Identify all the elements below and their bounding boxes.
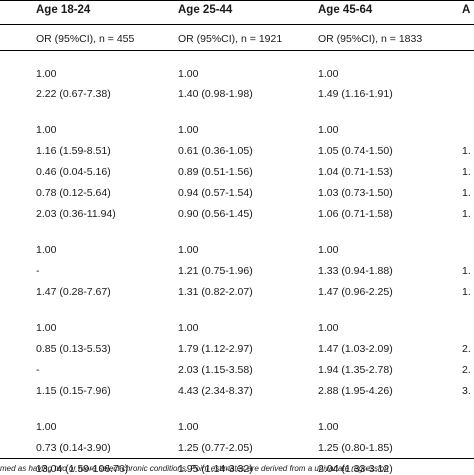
table-cell: 1.00 bbox=[36, 322, 57, 334]
table-cell: 1. bbox=[462, 265, 471, 277]
table-cell: 0.94 (0.57-1.54) bbox=[178, 187, 253, 199]
table-cell: 2.03 (1.15-3.58) bbox=[178, 364, 253, 376]
column-subheader-18-24: OR (95%CI), n = 455 bbox=[36, 33, 135, 45]
subheader-rule bbox=[0, 50, 474, 51]
table-cell: 2.04 (1.33-3.12) bbox=[318, 463, 393, 475]
table-cell: 1.06 (0.71-1.58) bbox=[318, 208, 393, 220]
table-cell: 1.79 (1.12-2.97) bbox=[178, 343, 253, 355]
table-cell: 13.04 (1.59-106.76) bbox=[36, 463, 129, 475]
table-cell: 1.21 (0.75-1.96) bbox=[178, 265, 253, 277]
table-cell: - bbox=[36, 265, 40, 277]
table-cell: 2. bbox=[462, 343, 471, 355]
table-cell: 1. bbox=[462, 286, 471, 298]
table-cell: 2.22 (0.67-7.38) bbox=[36, 88, 111, 100]
table-cell: 0.73 (0.14-3.90) bbox=[36, 442, 111, 454]
table-cell: 0.90 (0.56-1.45) bbox=[178, 208, 253, 220]
table-cell: 1.49 (1.16-1.91) bbox=[318, 88, 393, 100]
table-cell: 2.88 (1.95-4.26) bbox=[318, 385, 393, 397]
table-cell: 4.43 (2.34-8.37) bbox=[178, 385, 253, 397]
table-cell: 1.15 (0.15-7.96) bbox=[36, 385, 111, 397]
table-cell: 1.05 (0.74-1.50) bbox=[318, 145, 393, 157]
table-cell: 1.00 bbox=[178, 421, 199, 433]
table-cell: 1.00 bbox=[178, 68, 199, 80]
table-cell: 1. bbox=[462, 145, 471, 157]
table-cell: 1.00 bbox=[36, 68, 57, 80]
column-header-age-18-24: Age 18-24 bbox=[36, 4, 91, 16]
table-cell: 1.00 bbox=[318, 244, 339, 256]
table-cell: 1.94 (1.35-2.78) bbox=[318, 364, 393, 376]
table-cell: 1.31 (0.82-2.07) bbox=[178, 286, 253, 298]
header-rule bbox=[0, 24, 474, 25]
column-header-age-45-64: Age 45-64 bbox=[318, 4, 373, 16]
table-cell: 1.00 bbox=[318, 68, 339, 80]
table-cell: 0.85 (0.13-5.53) bbox=[36, 343, 111, 355]
table-footnote: med as having two or more select chronic… bbox=[0, 464, 389, 473]
table-cell: 0.89 (0.51-1.56) bbox=[178, 166, 253, 178]
table-cell: - bbox=[36, 364, 40, 376]
table-cell: 1.33 (0.94-1.88) bbox=[318, 265, 393, 277]
table-cell: 1.47 (0.28-7.67) bbox=[36, 286, 111, 298]
table-cell: 1.25 (0.77-2.05) bbox=[178, 442, 253, 454]
table-cell: 1.03 (0.73-1.50) bbox=[318, 187, 393, 199]
column-header-age-25-44: Age 25-44 bbox=[178, 4, 233, 16]
table-cell: 1.00 bbox=[178, 322, 199, 334]
table-cell: 1.04 (0.71-1.53) bbox=[318, 166, 393, 178]
table-cell: 1.16 (1.59-8.51) bbox=[36, 145, 111, 157]
table-cell: 1.47 (0.96-2.25) bbox=[318, 286, 393, 298]
table-cell: 2. bbox=[462, 364, 471, 376]
table-bottom-rule bbox=[0, 458, 474, 459]
table-cell: 1.00 bbox=[36, 244, 57, 256]
table-cell: 0.78 (0.12-5.64) bbox=[36, 187, 111, 199]
table-cell: 1.47 (1.03-2.09) bbox=[318, 343, 393, 355]
table-cell: 1.00 bbox=[178, 244, 199, 256]
column-header-truncated: A bbox=[462, 4, 471, 16]
table-cell: 1.00 bbox=[318, 124, 339, 136]
table-cell: 1.40 (0.98-1.98) bbox=[178, 88, 253, 100]
table-cell: 0.46 (0.04-5.16) bbox=[36, 166, 111, 178]
column-subheader-25-44: OR (95%CI), n = 1921 bbox=[178, 33, 283, 45]
column-subheader-45-64: OR (95%CI), n = 1833 bbox=[318, 33, 423, 45]
table-cell: 1.00 bbox=[36, 124, 57, 136]
table-cell: 1. bbox=[462, 208, 471, 220]
table-cell: 1.95 (1.14-3.32) bbox=[178, 463, 253, 475]
table-cell: 1.00 bbox=[178, 124, 199, 136]
table-cell: 2.03 (0.36-11.94) bbox=[36, 208, 116, 220]
table-cell: 1. bbox=[462, 166, 471, 178]
table-cell: 1. bbox=[462, 187, 471, 199]
table-top-rule bbox=[0, 0, 474, 1]
table-cell: 3. bbox=[462, 385, 471, 397]
table-cell: 1.00 bbox=[318, 322, 339, 334]
table-cell: 1.00 bbox=[318, 421, 339, 433]
table-cell: 0.61 (0.36-1.05) bbox=[178, 145, 253, 157]
table-cell: 1.25 (0.80-1.85) bbox=[318, 442, 393, 454]
table-cell: 1.00 bbox=[36, 421, 57, 433]
